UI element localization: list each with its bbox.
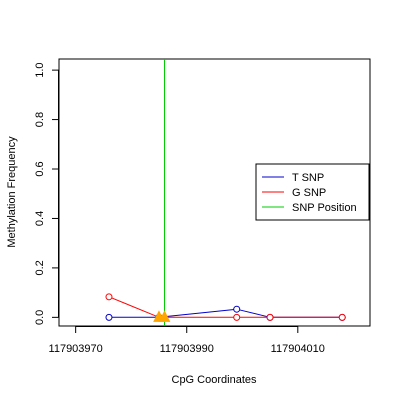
legend: T SNP G SNP SNP Position (255, 163, 370, 221)
y-axis: 0.0 0.2 0.4 0.6 0.8 1.0 (34, 62, 59, 325)
y-tick-label: 0.4 (34, 211, 46, 226)
x-tick-label: 117904010 (271, 343, 325, 355)
series-line-g-snp (108, 296, 343, 318)
data-point-g-snp (105, 293, 113, 301)
data-point-t-snp (233, 305, 241, 313)
y-tick-label: 1.0 (34, 62, 46, 77)
y-tick-label: 0.0 (34, 310, 46, 325)
x-tick-label: 117903990 (160, 343, 214, 355)
y-tick-label: 0.6 (34, 161, 46, 176)
snp-marker-triangle (158, 310, 171, 322)
legend-label-t-snp: T SNP (292, 172, 324, 184)
legend-label-snp-position: SNP Position (292, 202, 357, 214)
legend-label-g-snp: G SNP (292, 187, 326, 199)
y-tick-label: 0.8 (34, 112, 46, 127)
y-tick-label: 0.2 (34, 260, 46, 275)
series-layer (105, 293, 346, 321)
data-point-g-snp (266, 313, 274, 321)
x-axis-label: CpG Coordinates (172, 374, 257, 386)
y-axis-label: Methylation Frequency (6, 136, 18, 248)
data-point-g-snp (338, 313, 346, 321)
x-axis: 117903970 117903990 117904010 (49, 326, 325, 355)
snp-marker-layer (153, 310, 171, 322)
series-line-t-snp (109, 308, 343, 318)
data-point-g-snp (233, 313, 241, 321)
x-tick-label: 117903970 (49, 343, 103, 355)
data-point-t-snp (105, 313, 113, 321)
